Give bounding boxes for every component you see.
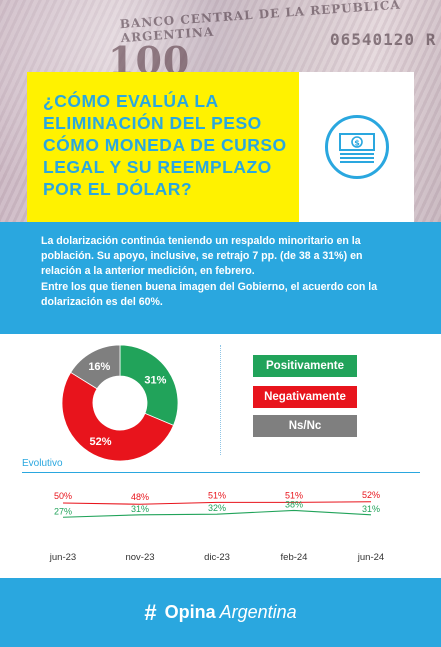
pie-slice-positivamente	[119, 344, 179, 426]
pie-label-negativamente: 52%	[90, 436, 112, 448]
series-line-negativamente	[62, 501, 372, 505]
data-label-negativamente-3: 51%	[285, 490, 303, 500]
data-label-positivamente-2: 32%	[208, 503, 226, 513]
legend-negativamente: Negativamente	[253, 386, 357, 408]
brand-name-bold: Opina	[164, 602, 216, 622]
info-paragraph-1: La dolarización continúa teniendo un res…	[41, 235, 363, 278]
pie-slice-nsnc	[70, 344, 121, 390]
data-label-negativamente-1: 48%	[131, 492, 149, 502]
data-label-positivamente-4: 31%	[362, 504, 380, 514]
svg-text:$: $	[354, 139, 360, 148]
chart-divider	[220, 345, 221, 455]
legend-label-nsnc: Ns/Nc	[288, 420, 322, 432]
footer: # Opina Argentina	[0, 578, 441, 647]
data-label-positivamente-0: 27%	[54, 506, 72, 516]
donut-chart-svg: 31% 52% 16%	[61, 344, 179, 462]
legend-label-positivamente: Positivamente	[266, 360, 344, 372]
icon-box: $	[299, 72, 414, 222]
evolutivo-rule	[22, 472, 420, 473]
hash-logo-icon: #	[144, 599, 157, 625]
pie-slice-negativamente	[61, 371, 175, 462]
info-box: La dolarización continúa teniendo un res…	[27, 222, 414, 324]
legend-nsnc: Ns/Nc	[253, 415, 357, 437]
x-tick-label-3: feb-24	[281, 552, 308, 563]
pie-label-positivamente: 31%	[144, 374, 166, 386]
x-tick-label-0: jun-23	[49, 552, 76, 563]
x-tick-label-2: dic-23	[204, 552, 230, 563]
series-line-positivamente	[62, 509, 372, 518]
evolutivo-title: Evolutivo	[22, 458, 63, 469]
data-label-positivamente-3: 38%	[285, 499, 303, 509]
page-title: ¿CÓMO EVALÚA LA ELIMINACIÓN DEL PESO CÓM…	[43, 91, 287, 199]
donut-chart: 31% 52% 16%	[60, 343, 180, 463]
money-bill-icon: $	[324, 115, 389, 179]
brand-name-rest: Argentina	[219, 602, 297, 622]
data-label-negativamente-4: 52%	[362, 490, 380, 500]
info-paragraph-2: Entre los que tienen buena imagen del Go…	[41, 280, 378, 308]
legend-positivamente: Positivamente	[253, 355, 357, 377]
x-tick-label-4: jun-24	[357, 552, 384, 563]
data-label-positivamente-1: 31%	[131, 504, 149, 514]
x-tick-label-1: nov-23	[125, 552, 154, 563]
data-label-negativamente-0: 50%	[54, 491, 72, 501]
banknote-serial: 06540120 R	[330, 30, 437, 49]
pie-label-nsnc: 16%	[88, 361, 110, 373]
title-box: ¿CÓMO EVALÚA LA ELIMINACIÓN DEL PESO CÓM…	[27, 72, 299, 222]
evolutivo-line-chart: 50% 48% 51% 51% 52% 27% 31% 32% 38% 31% jun-23 nov-…	[49, 490, 384, 563]
brand-logo: # Opina Argentina	[144, 600, 296, 626]
data-label-negativamente-2: 51%	[208, 490, 226, 500]
legend-label-negativamente: Negativamente	[264, 391, 346, 403]
